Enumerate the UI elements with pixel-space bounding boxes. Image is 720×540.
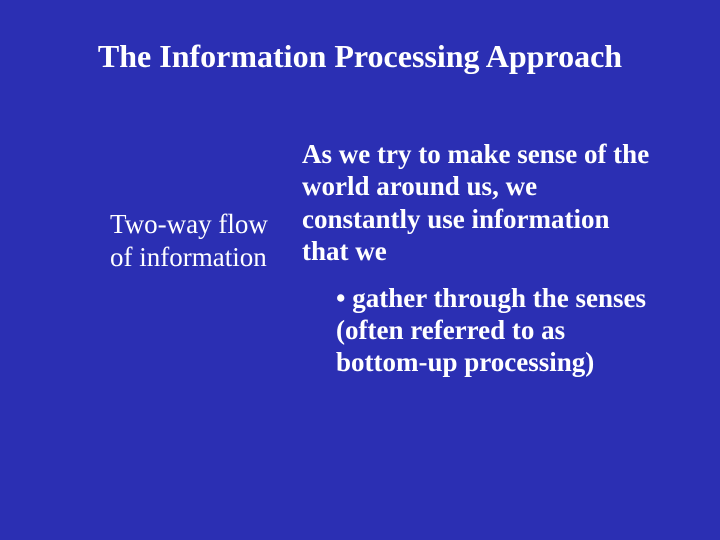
left-subtitle: Two-way flow of information xyxy=(110,208,275,274)
right-body: As we try to make sense of the world aro… xyxy=(302,138,662,379)
body-paragraph: As we try to make sense of the world aro… xyxy=(302,138,662,268)
slide: The Information Processing Approach Two-… xyxy=(0,0,720,540)
body-bullet: • gather through the senses (often refer… xyxy=(302,282,662,379)
slide-title: The Information Processing Approach xyxy=(0,38,720,75)
